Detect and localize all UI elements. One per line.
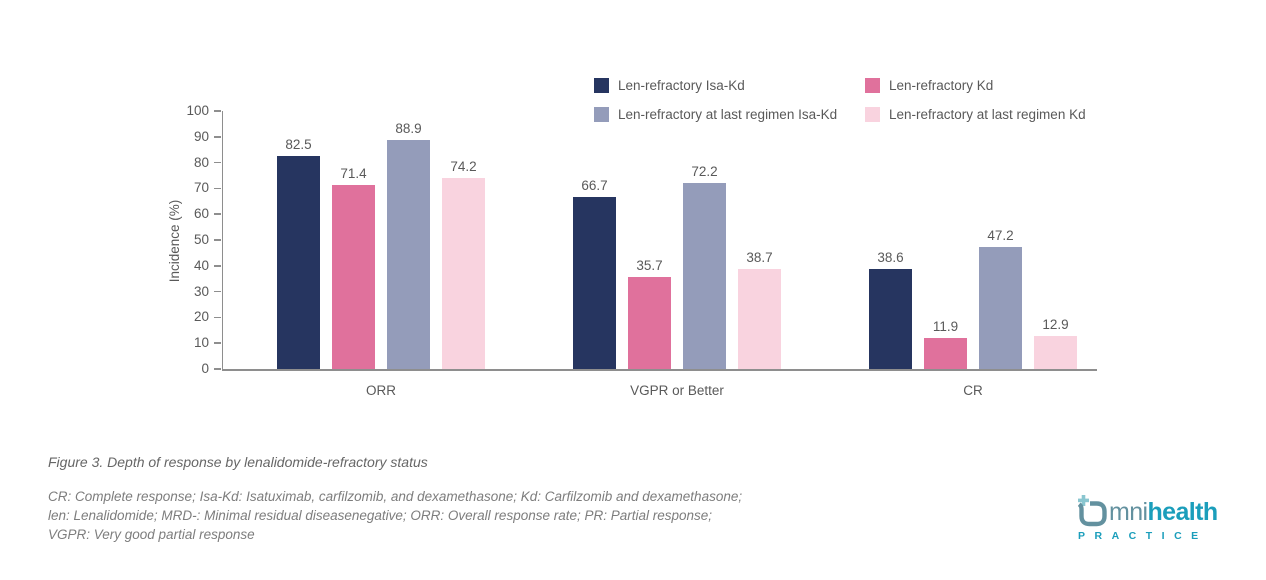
y-axis-tick-label: 30: [193, 283, 209, 299]
bar-ORR-Len-refractory at last regimen Kd: [442, 177, 485, 369]
bar-value-label: 88.9: [395, 120, 422, 136]
y-axis-tick-label: 0: [201, 361, 209, 376]
y-axis-tick: [214, 290, 221, 293]
legend-item: Len-refractory at last regimen Isa-Kd: [594, 107, 865, 122]
y-axis-tick-label: 100: [186, 103, 209, 118]
legend-swatch: [594, 107, 609, 122]
y-axis-tick: [214, 368, 221, 370]
legend-swatch: [594, 78, 609, 93]
legend-item: Len-refractory at last regimen Kd: [865, 107, 1086, 122]
y-axis-tick: [214, 265, 221, 267]
y-axis-tick: [214, 161, 221, 164]
y-axis-tick: [214, 136, 221, 138]
bar-CR-Len-refractory Kd: [924, 338, 967, 369]
legend-swatch: [865, 107, 880, 122]
y-axis-tick-label: 50: [193, 232, 209, 247]
legend-item: Len-refractory Kd: [865, 78, 1086, 93]
bar-value-label: 47.2: [987, 228, 1014, 244]
bar-value-label: 82.5: [285, 137, 312, 153]
logo-wordmark-row: mnihealth: [1078, 495, 1220, 527]
bar-VGPR or Better-Len-refractory Kd: [628, 276, 671, 369]
y-axis-tick: [214, 110, 221, 112]
footnote-line: len: Lenalidomide; MRD-: Minimal residua…: [48, 508, 713, 523]
x-category-label: ORR: [366, 383, 396, 398]
legend-label: Len-refractory Isa-Kd: [618, 78, 745, 93]
legend-label: Len-refractory at last regimen Isa-Kd: [618, 107, 838, 122]
footnote-line: CR: Complete response; Isa-Kd: Isatuxima…: [48, 489, 743, 504]
y-axis-tick-label: 40: [193, 257, 209, 273]
logo-word-health: health: [1147, 498, 1218, 526]
bar-value-label: 66.7: [581, 177, 608, 193]
legend-label: Len-refractory at last regimen Kd: [889, 107, 1086, 122]
y-axis-tick-label: 80: [193, 154, 209, 170]
bar-value-label: 74.2: [450, 158, 477, 174]
bar-VGPR or Better-Len-refractory at last regimen Isa-Kd: [683, 182, 726, 369]
y-axis-tick: [214, 213, 221, 215]
logo-practice-text: PRACTICE: [1078, 530, 1208, 542]
x-category-label: CR: [963, 383, 983, 398]
bar-value-label: 71.4: [340, 165, 367, 181]
bar-value-label: 72.2: [691, 163, 718, 179]
legend-swatch: [865, 78, 880, 93]
figure-footnote: CR: Complete response; Isa-Kd: Isatuxima…: [48, 487, 742, 544]
bar-value-label: 38.6: [877, 250, 904, 266]
bar-value-label: 12.9: [1042, 316, 1069, 332]
omnihealth-o-plus-icon: [1078, 495, 1107, 527]
y-axis-tick-label: 60: [193, 206, 209, 222]
chart-legend: Len-refractory Isa-Kd Len-refractory Kd Le…: [594, 78, 1086, 122]
legend-item: Len-refractory Isa-Kd: [594, 78, 865, 93]
footnote-line: VGPR: Very good partial response: [48, 527, 255, 542]
bar-ORR-Len-refractory Isa-Kd: [277, 156, 320, 369]
omnihealth-practice-logo: mnihealth PRACTICE: [1078, 495, 1220, 542]
y-axis-tick: [214, 342, 221, 344]
bar-ORR-Len-refractory at last regimen Isa-Kd: [387, 139, 430, 369]
bar-value-label: 38.7: [746, 250, 773, 266]
y-axis-tick-label: 70: [193, 180, 209, 196]
bar-VGPR or Better-Len-refractory at last regimen Kd: [738, 269, 781, 369]
x-category-label: VGPR or Better: [630, 383, 724, 398]
bar-ORR-Len-refractory Kd: [332, 184, 375, 369]
y-axis-tick-label: 10: [193, 335, 209, 351]
y-axis-tick: [214, 187, 221, 190]
y-axis-tick: [214, 316, 221, 319]
bar-value-label: 35.7: [636, 257, 663, 273]
y-axis-tick-label: 20: [193, 309, 209, 325]
bar-VGPR or Better-Len-refractory Isa-Kd: [573, 196, 616, 369]
logo-word-omni: mni: [1109, 498, 1148, 526]
y-axis-tick-label: 90: [193, 128, 209, 144]
bar-chart-plot-area: 0 10 20 30 40 50 60 70 80 90 100 82.5 71.4 88.9 74.2 OR…: [186, 103, 1097, 398]
bar-CR-Len-refractory at last regimen Kd: [1034, 335, 1077, 369]
figure-caption: Figure 3. Depth of response by lenalidom…: [48, 454, 428, 470]
bar-value-label: 11.9: [932, 319, 959, 335]
bar-CR-Len-refractory Isa-Kd: [869, 269, 912, 369]
y-axis-tick: [214, 239, 221, 241]
bar-CR-Len-refractory at last regimen Isa-Kd: [979, 247, 1022, 369]
logo-wordmark: mnihealth: [1109, 497, 1218, 527]
legend-label: Len-refractory Kd: [889, 78, 994, 93]
